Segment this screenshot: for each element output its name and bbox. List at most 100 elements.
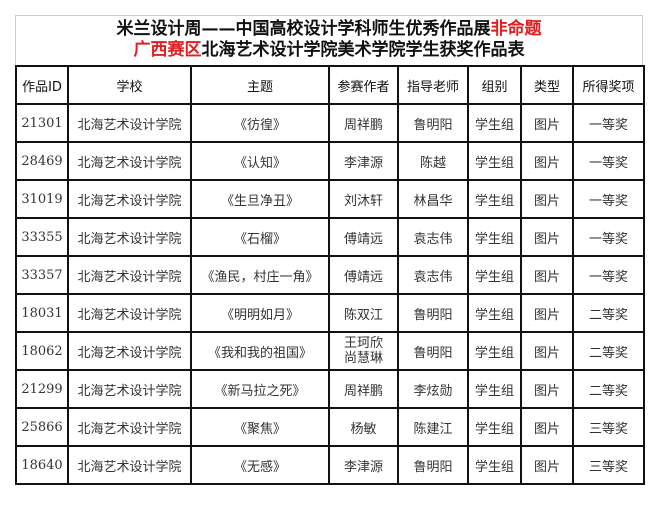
table-cell: 学生组 — [467, 179, 522, 219]
table-row: 33355 北海艺术设计学院 《石榴》 傅靖远 袁志伟 学生组 图片 一等奖 — [15, 217, 645, 257]
table-cell: 李津源 — [328, 141, 399, 181]
table-cell: 学生组 — [467, 255, 522, 295]
table-cell: 刘沐轩 — [328, 179, 399, 219]
table-cell: 二等奖 — [572, 331, 645, 371]
table-cell: 陈建江 — [397, 407, 469, 447]
table-cell: 21299 — [15, 369, 69, 409]
table-cell: 二等奖 — [572, 293, 645, 333]
table-cell: 《明明如月》 — [190, 293, 330, 333]
table-row: 31019 北海艺术设计学院 《生旦净丑》 刘沐轩 林昌华 学生组 图片 一等奖 — [15, 179, 645, 219]
table-cell: 北海艺术设计学院 — [67, 293, 192, 333]
table-cell: 《新马拉之死》 — [190, 369, 330, 409]
table-cell: 二等奖 — [572, 369, 645, 409]
table-cell: 图片 — [520, 103, 574, 143]
table-cell: 北海艺术设计学院 — [67, 445, 192, 485]
table-cell: 周祥鹏 — [328, 103, 399, 143]
table-cell: 18031 — [15, 293, 69, 333]
table-cell: 李炫勋 — [397, 369, 469, 409]
table-row: 28469 北海艺术设计学院 《认知》 李津源 陈越 学生组 图片 一等奖 — [15, 141, 645, 181]
column-header: 所得奖项 — [572, 65, 645, 105]
table-cell: 18640 — [15, 445, 69, 485]
table-cell: 北海艺术设计学院 — [67, 179, 192, 219]
table-cell: 学生组 — [467, 369, 522, 409]
table-cell: 图片 — [520, 255, 574, 295]
table-cell: 北海艺术设计学院 — [67, 103, 192, 143]
table-cell: 袁志伟 — [397, 217, 469, 257]
table-cell: 学生组 — [467, 293, 522, 333]
title-line1: 米兰设计周——中国高校设计学科师生优秀作品展 — [116, 19, 491, 39]
table-cell: 袁志伟 — [397, 255, 469, 295]
table-cell: 杨敏 — [328, 407, 399, 447]
column-header: 组别 — [467, 65, 522, 105]
table-cell: 鲁明阳 — [397, 103, 469, 143]
table-cell: 28469 — [15, 141, 69, 181]
table-cell: 《聚焦》 — [190, 407, 330, 447]
table-cell: 25866 — [15, 407, 69, 447]
table-cell: 21301 — [15, 103, 69, 143]
table-cell: 傅靖远 — [328, 255, 399, 295]
table-cell: 33355 — [15, 217, 69, 257]
title-line1-highlight: 非命题 — [490, 19, 542, 39]
table-cell: 北海艺术设计学院 — [67, 369, 192, 409]
table-row: 21299 北海艺术设计学院 《新马拉之死》 周祥鹏 李炫勋 学生组 图片 二等奖 — [15, 369, 645, 409]
table-cell: 三等奖 — [572, 407, 645, 447]
table-row: 18640 北海艺术设计学院 《无感》 李津源 鲁明阳 学生组 图片 三等奖 — [15, 445, 645, 485]
table-cell: 王珂欣 尚慧琳 — [328, 331, 399, 371]
table-cell: 陈双江 — [328, 293, 399, 333]
table-cell: 《无感》 — [190, 445, 330, 485]
table-cell: 林昌华 — [397, 179, 469, 219]
column-header: 主题 — [190, 65, 330, 105]
table-cell: 图片 — [520, 179, 574, 219]
table-cell: 图片 — [520, 141, 574, 181]
table-cell: 鲁明阳 — [397, 293, 469, 333]
table-cell: 一等奖 — [572, 103, 645, 143]
table-cell: 一等奖 — [572, 179, 645, 219]
table-cell: 图片 — [520, 407, 574, 447]
table-cell: 学生组 — [467, 331, 522, 371]
table-cell: 图片 — [520, 445, 574, 485]
column-header: 学校 — [67, 65, 192, 105]
table-row: 18062 北海艺术设计学院 《我和我的祖国》 王珂欣 尚慧琳 鲁明阳 学生组 图片 二等奖 — [15, 331, 645, 371]
table-row: 25866 北海艺术设计学院 《聚焦》 杨敏 陈建江 学生组 图片 三等奖 — [15, 407, 645, 447]
table-cell: 18062 — [15, 331, 69, 371]
table-cell: 《我和我的祖国》 — [190, 331, 330, 371]
column-header: 作品ID — [15, 65, 69, 105]
table-cell: 33357 — [15, 255, 69, 295]
column-header: 指导老师 — [397, 65, 469, 105]
document-title: 米兰设计周——中国高校设计学科师生优秀作品展非命题 广西赛区北海艺术设计学院美术… — [15, 15, 643, 65]
table-cell: 图片 — [520, 217, 574, 257]
table-cell: 学生组 — [467, 141, 522, 181]
table-cell: 一等奖 — [572, 141, 645, 181]
table-cell: 《渔民，村庄一角》 — [190, 255, 330, 295]
table-cell: 傅靖远 — [328, 217, 399, 257]
table-header-row: 作品ID 学校 主题 参赛作者 指导老师 组别 类型 所得奖项 — [15, 65, 645, 105]
table-cell: 北海艺术设计学院 — [67, 217, 192, 257]
table-cell: 北海艺术设计学院 — [67, 331, 192, 371]
table-cell: 三等奖 — [572, 445, 645, 485]
table-cell: 李津源 — [328, 445, 399, 485]
table-cell: 陈越 — [397, 141, 469, 181]
title-line2-highlight: 广西赛区 — [133, 40, 202, 60]
table-cell: 鲁明阳 — [397, 445, 469, 485]
table-cell: 《彷徨》 — [190, 103, 330, 143]
table-cell: 图片 — [520, 293, 574, 333]
table-row: 21301 北海艺术设计学院 《彷徨》 周祥鹏 鲁明阳 学生组 图片 一等奖 — [15, 103, 645, 143]
table-cell: 学生组 — [467, 407, 522, 447]
title-line2: 北海艺术设计学院美术学院学生获奖作品表 — [201, 40, 525, 60]
column-header: 类型 — [520, 65, 574, 105]
table-cell: 学生组 — [467, 217, 522, 257]
table-cell: 学生组 — [467, 103, 522, 143]
award-document: 米兰设计周——中国高校设计学科师生优秀作品展非命题 广西赛区北海艺术设计学院美术… — [15, 15, 645, 485]
table-cell: 《石榴》 — [190, 217, 330, 257]
table-cell: 一等奖 — [572, 217, 645, 257]
table-cell: 北海艺术设计学院 — [67, 255, 192, 295]
table-cell: 《生旦净丑》 — [190, 179, 330, 219]
table-cell: 北海艺术设计学院 — [67, 141, 192, 181]
table-cell: 《认知》 — [190, 141, 330, 181]
table-cell: 31019 — [15, 179, 69, 219]
table-cell: 一等奖 — [572, 255, 645, 295]
table-cell: 鲁明阳 — [397, 331, 469, 371]
column-header: 参赛作者 — [328, 65, 399, 105]
table-row: 33357 北海艺术设计学院 《渔民，村庄一角》 傅靖远 袁志伟 学生组 图片 一等奖 — [15, 255, 645, 295]
table-cell: 周祥鹏 — [328, 369, 399, 409]
